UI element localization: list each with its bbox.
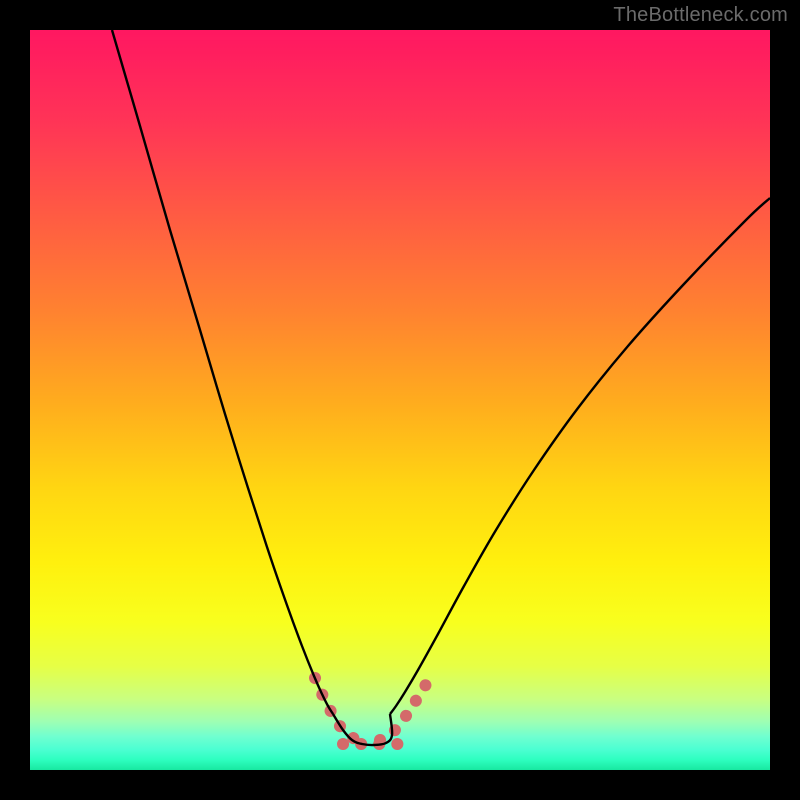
- bottleneck-curve: [30, 30, 770, 770]
- curve-left-branch: [112, 30, 333, 714]
- watermark-text: TheBottleneck.com: [613, 4, 788, 27]
- plot-area: [30, 30, 770, 770]
- curve-highlight-left: [315, 678, 360, 740]
- curve-highlight-right: [380, 678, 430, 740]
- curve-right-branch: [390, 198, 770, 714]
